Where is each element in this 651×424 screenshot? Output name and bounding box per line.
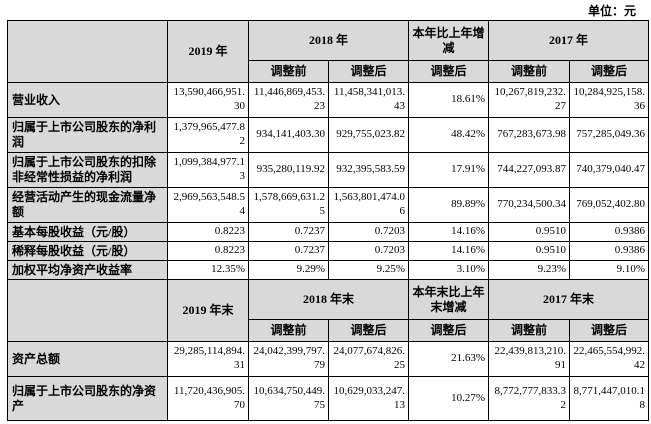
- cell-2017-before: 10,267,819,232.27: [488, 82, 571, 118]
- table-row-revenue: 营业收入 13,590,466,951.30 11,446,869,453.23…: [7, 82, 650, 118]
- cell-2017-after: 740,379,040.47: [569, 152, 650, 188]
- cell-change: 17.91%: [408, 152, 490, 188]
- cell-2019: 13,590,466,951.30: [167, 82, 249, 118]
- cell-change: 3.10%: [408, 260, 490, 280]
- header-adj-after-change-end: 调整后: [408, 319, 490, 342]
- cell-2018-before: 0.7237: [248, 222, 329, 242]
- table2-header-row1: 2019 年末 2018 年末 本年末比上年末增减 2017 年末: [7, 279, 650, 342]
- table-row-operating-cashflow: 经营活动产生的现金流量净额 2,969,563,548.54 1,578,669…: [7, 187, 650, 223]
- cell-change: 14.16%: [408, 241, 490, 261]
- corner-cell: [7, 279, 168, 342]
- cell-2019: 1,099,384,977.13: [167, 152, 249, 188]
- cell-2017-after: 9.10%: [569, 260, 650, 280]
- cell-change: 48.42%: [408, 117, 490, 153]
- header-adj-before-2018-end: 调整前: [248, 319, 329, 342]
- cell-2018-after: 0.7203: [327, 241, 410, 261]
- unit-label: 单位：元: [587, 4, 636, 18]
- cell-2019: 1,379,965,477.82: [167, 117, 249, 153]
- cell-2018-after: 0.7203: [327, 222, 410, 242]
- header-change: 本年比上年增减: [408, 20, 490, 61]
- row-label: 归属于上市公司股东的净利润: [7, 117, 168, 153]
- table-row-net-profit-excl: 归属于上市公司股东的扣除非经常性损益的净利润 1,099,384,977.13 …: [7, 152, 650, 188]
- row-label: 加权平均净资产收益率: [7, 260, 168, 280]
- cell-2017-before: 8,772,777,833.32: [488, 376, 571, 421]
- cell-2017-before: 770,234,500.34: [488, 187, 571, 223]
- cell-2018-before: 0.7237: [248, 241, 329, 261]
- table-row-diluted-eps: 稀释每股收益（元/股） 0.8223 0.7237 0.7203 14.16% …: [7, 241, 650, 261]
- header-2018: 2018 年: [247, 20, 410, 61]
- cell-2018-after: 932,395,583.59: [327, 152, 410, 188]
- row-label: 营业收入: [7, 82, 168, 118]
- cell-change: 18.61%: [408, 82, 490, 118]
- table-row-total-assets: 资产总额 29,285,114,894.31 24,042,399,797.79…: [7, 341, 650, 377]
- header-adj-after-2017: 调整后: [569, 60, 650, 83]
- header-2019-end: 2019 年末: [167, 279, 249, 342]
- header-adj-after-2018: 调整后: [327, 60, 410, 83]
- header-2017-end: 2017 年末: [488, 279, 650, 320]
- cell-2018-before: 10,634,750,449.75: [248, 376, 329, 421]
- cell-2018-before: 9.29%: [248, 260, 329, 280]
- cell-2017-before: 767,283,673.98: [488, 117, 571, 153]
- row-label: 经营活动产生的现金流量净额: [7, 187, 168, 223]
- header-adj-after-2018-end: 调整后: [327, 319, 410, 342]
- cell-2017-before: 0.9510: [488, 241, 571, 261]
- row-label: 基本每股收益（元/股）: [7, 222, 168, 242]
- header-2019: 2019 年: [167, 20, 249, 83]
- cell-change: 14.16%: [408, 222, 490, 242]
- row-label: 归属于上市公司股东的扣除非经常性损益的净利润: [7, 152, 168, 188]
- header-adj-before-2017-end: 调整前: [488, 319, 571, 342]
- cell-2017-before: 744,227,093.87: [488, 152, 571, 188]
- row-label: 稀释每股收益（元/股）: [7, 241, 168, 261]
- cell-2018-before: 935,280,119.92: [248, 152, 329, 188]
- cell-2019: 2,969,563,548.54: [167, 187, 249, 223]
- key-financials-table: 2019 年 2018 年 本年比上年增减 2017 年 调整前 调整后 调整后…: [7, 20, 650, 421]
- cell-2018-before: 934,141,403.30: [248, 117, 329, 153]
- cell-2018-after: 929,755,023.82: [327, 117, 410, 153]
- header-change-end: 本年末比上年末增减: [408, 279, 490, 320]
- cell-2017-after: 757,285,049.36: [569, 117, 650, 153]
- cell-2019: 12.35%: [167, 260, 249, 280]
- table-row-net-assets: 归属于上市公司股东的净资产 11,720,436,905.70 10,634,7…: [7, 376, 650, 421]
- cell-2018-after: 1,563,801,474.06: [327, 187, 410, 223]
- table-row-basic-eps: 基本每股收益（元/股） 0.8223 0.7237 0.7203 14.16% …: [7, 222, 650, 242]
- cell-2017-after: 0.9386: [569, 222, 650, 242]
- cell-2018-before: 1,578,669,631.25: [248, 187, 329, 223]
- cell-change: 89.89%: [408, 187, 490, 223]
- header-adj-after-2017-end: 调整后: [569, 319, 650, 342]
- cell-change: 10.27%: [408, 376, 490, 421]
- cell-2018-after: 11,458,341,013.43: [327, 82, 410, 118]
- cell-2017-after: 0.9386: [569, 241, 650, 261]
- cell-2018-before: 11,446,869,453.23: [248, 82, 329, 118]
- header-2018-end: 2018 年末: [247, 279, 410, 320]
- cell-2019: 0.8223: [167, 241, 249, 261]
- table-row-weighted-roe: 加权平均净资产收益率 12.35% 9.29% 9.25% 3.10% 9.23…: [7, 260, 650, 280]
- cell-2017-after: 10,284,925,158.36: [569, 82, 650, 118]
- cell-2017-after: 769,052,402.80: [569, 187, 650, 223]
- cell-2018-after: 24,077,674,826.25: [327, 341, 410, 377]
- cell-2018-after: 10,629,033,247.13: [327, 376, 410, 421]
- cell-2019: 29,285,114,894.31: [167, 341, 249, 377]
- table-row-net-profit: 归属于上市公司股东的净利润 1,379,965,477.82 934,141,4…: [7, 117, 650, 153]
- cell-2017-before: 0.9510: [488, 222, 571, 242]
- cell-2019: 11,720,436,905.70: [167, 376, 249, 421]
- header-adj-after-change: 调整后: [408, 60, 490, 83]
- table1-header-row2: 调整前 调整后 调整后 调整前 调整后: [8, 60, 650, 83]
- cell-2018-after: 9.25%: [327, 260, 410, 280]
- cell-change: 21.63%: [408, 341, 490, 377]
- cell-2017-before: 22,439,813,210.91: [488, 341, 571, 377]
- cell-2018-before: 24,042,399,797.79: [248, 341, 329, 377]
- header-2017: 2017 年: [488, 20, 650, 61]
- header-adj-before-2018: 调整前: [248, 60, 329, 83]
- cell-2017-before: 9.23%: [488, 260, 571, 280]
- cell-2017-after: 22,465,554,992.42: [569, 341, 650, 377]
- table1-header-row1: 2019 年 2018 年 本年比上年增减 2017 年: [7, 20, 650, 83]
- cell-2019: 0.8223: [167, 222, 249, 242]
- header-adj-before-2017: 调整前: [488, 60, 571, 83]
- cell-2017-after: 8,771,447,010.18: [569, 376, 650, 421]
- row-label: 资产总额: [7, 341, 168, 377]
- corner-cell: [7, 20, 168, 83]
- row-label: 归属于上市公司股东的净资产: [7, 376, 168, 421]
